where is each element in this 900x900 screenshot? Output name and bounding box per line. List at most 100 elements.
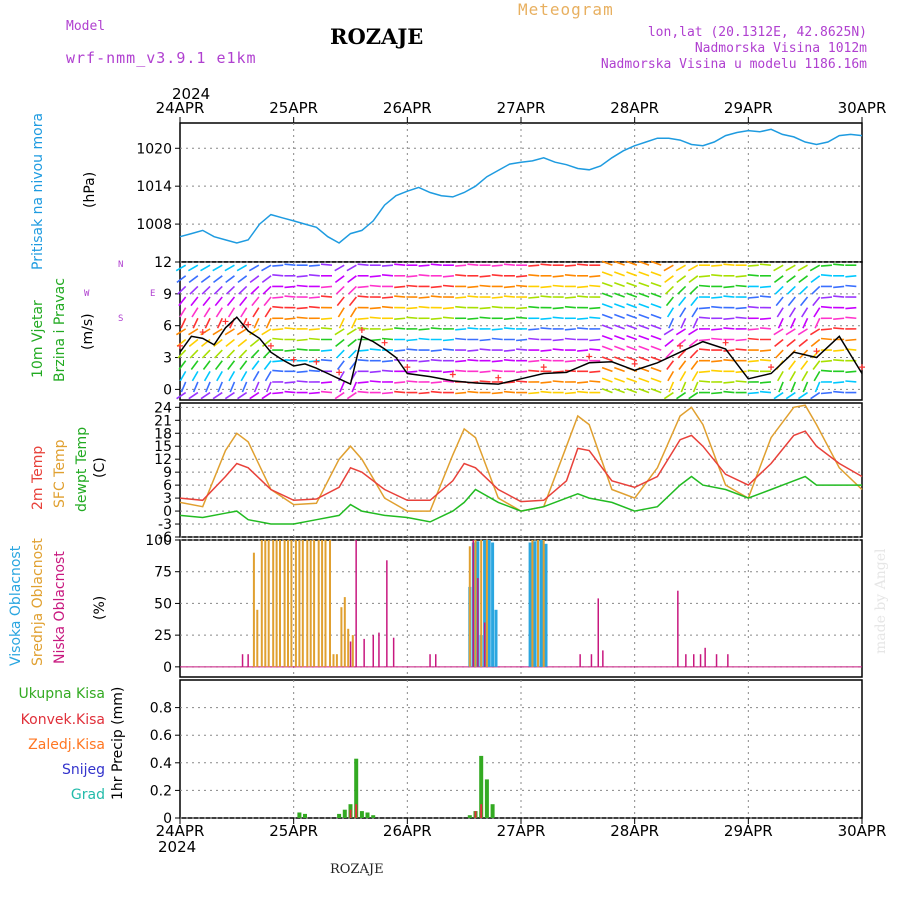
wind-speed-line [179,316,863,386]
wind-gust-marker [540,364,547,371]
wind-arrow [241,381,248,393]
wind-arrow [467,359,479,362]
wind-arrow [335,338,345,348]
wind-gust-marker [449,371,456,378]
wind-arrow [845,284,857,288]
wind-arrow [650,260,662,266]
wind-arrow [614,356,625,362]
wind-arrow [614,292,625,298]
wind-arrow [284,327,296,330]
wind-arrow [747,337,759,341]
pressure-panel: 1008 1014 1020 [136,122,863,263]
wind-arrow [263,360,272,370]
wind-arrow [626,271,638,277]
wind-arrow [845,380,857,383]
wind-arrow [179,370,187,382]
top-date-axis: 24APR 25APR 26APR 27APR 28APR 29APR 30APR [156,99,886,123]
wind-arrow [552,380,564,383]
wind-arrow [711,391,723,395]
cloud-bar [317,540,320,667]
cloud-bar [537,540,539,667]
wind-arrow [337,307,345,318]
wind-arrow [369,275,381,278]
wind-arrow [240,307,248,318]
wind-arrow [614,313,625,320]
wind-arrow [442,316,455,320]
wind-arrow [552,306,564,310]
wind-arrow [735,306,747,310]
y-tick-label: 9 [163,465,172,481]
wind-arrow [691,307,699,318]
cloud-bar [241,654,244,667]
wind-arrow [406,275,418,278]
cloud-bar [351,635,354,667]
wind-arrow [503,263,515,266]
wind-arrow [833,263,845,266]
wind-arrow [638,281,650,288]
wind-arrow [188,328,199,336]
wind-arrow [215,307,223,318]
wind-arrow [479,348,491,351]
y-tick-label: 1008 [136,217,172,233]
y-tick-label: 75 [154,565,172,581]
x-tick-label-top: 27APR [497,99,546,117]
wind-arrow [788,307,797,318]
wind-arrow [334,264,345,272]
lonlat-label: lon,lat (20.1312E, 42.8625N) [647,25,867,40]
wind-arrow [676,391,687,400]
wind-arrow [296,380,308,383]
wind-arrow [261,264,272,272]
wind-arrow [845,316,857,320]
wind-arrow [262,285,272,295]
precip-bar [349,809,352,818]
wind-arrow [261,338,272,348]
wind-arrow [589,370,601,374]
wind-arrow [812,296,821,307]
precip-bar [297,812,302,818]
wind-arrow [577,359,589,362]
cloud-bar [247,654,249,667]
y-tick-label: 21 [154,413,172,429]
wind-arrow [787,296,796,307]
cloud-bar [477,578,479,667]
wind-arrow [540,295,552,298]
wind-arrow [680,317,687,329]
wind-arrow [735,370,747,374]
wind-arrow [349,307,358,318]
wind-arrow [430,295,442,298]
wind-arrow [442,338,455,342]
wind-arrow [249,338,260,348]
wind-arrow [552,316,564,320]
wind-arrow [735,348,747,351]
wind-arrow [809,264,821,272]
wind-arrow [626,377,638,383]
wind-arrow [798,338,809,348]
wind-gust-marker [245,321,252,328]
y-tick-label: 0 [163,660,172,676]
wind-arrow [516,284,528,288]
wind-gust-marker [177,342,183,349]
cloud-bar [378,632,380,667]
wind-arrow [601,324,613,330]
wind-arrow [455,274,467,277]
wind-arrow [418,369,430,373]
wind-arrow [214,296,223,307]
wind-arrow [503,359,515,362]
cloud-bar [483,540,487,667]
x-tick-label-bottom: 28APR [610,822,659,840]
cloud-bar [540,540,543,667]
wind-arrow [650,281,662,288]
wind-arrow [320,359,333,362]
x-tick-label-bottom: 24APR [156,822,205,840]
wind-arrow [810,338,821,348]
wind-arrow [789,317,797,329]
wind-arrow [503,295,515,298]
panel-frame [179,679,863,819]
wind-arrow [845,338,857,342]
cloud-bar [685,654,687,667]
wind-arrow [589,338,601,342]
cloud-bar [699,654,702,667]
wind-arrow [320,317,333,320]
wind-arrow [778,381,784,393]
wind-arrow [664,275,674,284]
